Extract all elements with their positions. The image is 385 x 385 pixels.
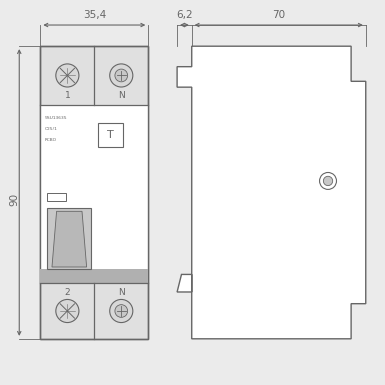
- Text: N: N: [118, 91, 125, 100]
- Text: 6,2: 6,2: [176, 10, 193, 20]
- Circle shape: [115, 69, 128, 82]
- Circle shape: [115, 305, 128, 317]
- Text: 90: 90: [10, 192, 20, 206]
- Polygon shape: [177, 46, 366, 339]
- Text: T: T: [107, 130, 114, 140]
- Text: 5SU13635: 5SU13635: [45, 116, 68, 120]
- Circle shape: [56, 64, 79, 87]
- Circle shape: [320, 172, 336, 189]
- Circle shape: [56, 300, 79, 323]
- Bar: [40, 46, 148, 339]
- Text: 35,4: 35,4: [83, 10, 106, 20]
- Bar: [40, 46, 148, 339]
- Text: 1: 1: [65, 91, 70, 100]
- Text: N: N: [118, 288, 125, 297]
- Polygon shape: [52, 211, 87, 267]
- Text: 2: 2: [65, 288, 70, 297]
- Text: 70: 70: [272, 10, 285, 20]
- Bar: [98, 123, 123, 147]
- Bar: [40, 105, 148, 283]
- Circle shape: [110, 64, 133, 87]
- Text: RCBO: RCBO: [45, 138, 57, 142]
- Text: C25/1: C25/1: [45, 127, 58, 131]
- Circle shape: [110, 300, 133, 323]
- Circle shape: [323, 176, 333, 186]
- Bar: [47, 208, 91, 269]
- Bar: [47, 192, 66, 201]
- Bar: [40, 269, 148, 283]
